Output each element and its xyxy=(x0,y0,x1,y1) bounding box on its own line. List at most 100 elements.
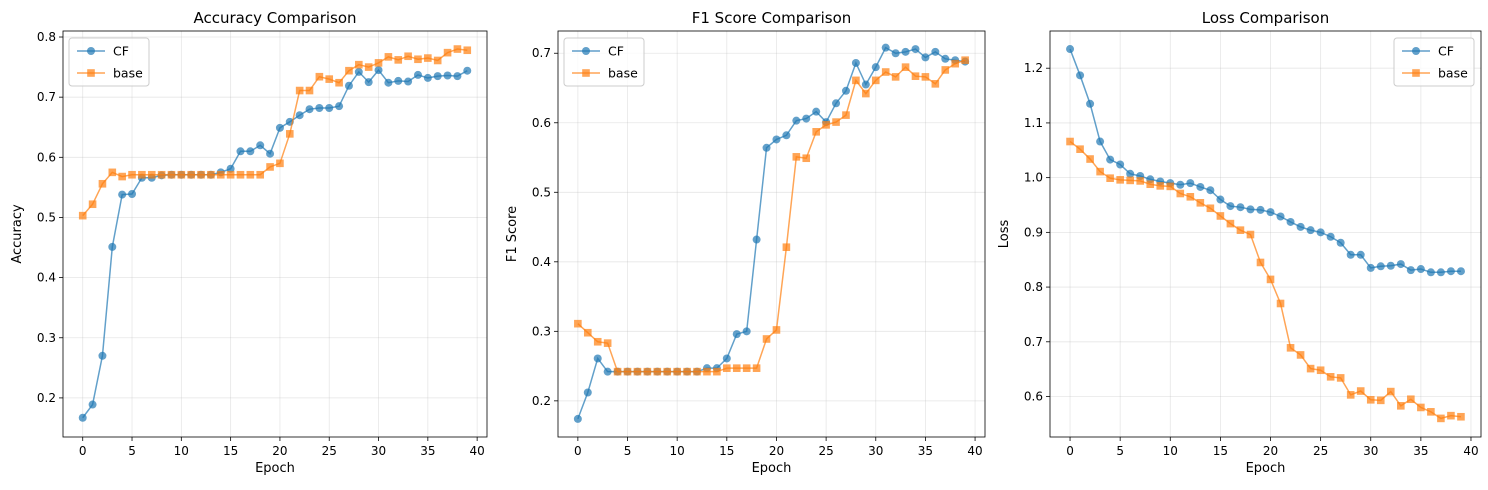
data-point-base xyxy=(1226,219,1235,228)
data-point-base xyxy=(236,170,245,179)
data-point-CF xyxy=(762,143,771,152)
y-tick-label: 0.7 xyxy=(532,46,551,60)
data-point-base xyxy=(593,337,602,346)
data-point-base xyxy=(315,72,324,81)
data-point-base xyxy=(187,170,195,179)
data-point-CF xyxy=(1396,260,1405,269)
data-point-CF xyxy=(433,72,442,81)
data-point-base xyxy=(752,364,761,372)
data-point-base xyxy=(1176,189,1185,198)
data-point-base xyxy=(643,367,652,376)
data-point-base xyxy=(653,367,662,376)
y-tick-label: 1.1 xyxy=(1024,116,1043,130)
x-axis-label: Epoch xyxy=(1246,461,1286,476)
x-tick-label: 30 xyxy=(1363,444,1378,458)
data-point-base xyxy=(862,89,870,98)
y-tick-label: 0.8 xyxy=(37,30,56,44)
x-tick-label: 0 xyxy=(79,444,87,458)
data-point-base xyxy=(871,76,880,85)
data-point-base xyxy=(842,111,850,119)
x-tick-label: 40 xyxy=(469,444,484,458)
data-point-CF xyxy=(266,149,275,158)
data-point-CF xyxy=(374,66,383,75)
data-point-CF xyxy=(98,351,107,360)
data-point-base xyxy=(305,86,314,95)
data-point-CF xyxy=(1206,186,1215,195)
data-point-base xyxy=(782,243,791,252)
data-point-base xyxy=(1316,366,1325,375)
data-point-CF xyxy=(881,43,890,52)
x-tick-label: 20 xyxy=(769,444,784,458)
data-point-CF xyxy=(1336,238,1345,247)
data-point-base xyxy=(901,63,910,71)
data-point-base xyxy=(157,170,166,179)
data-point-base xyxy=(802,154,811,163)
data-point-base xyxy=(394,56,403,64)
legend: CF base xyxy=(1393,37,1475,87)
y-tick-label: 0.4 xyxy=(532,255,551,269)
legend: CF base xyxy=(563,37,645,87)
data-point-CF xyxy=(443,71,452,80)
data-point-CF xyxy=(78,413,87,422)
chart-title: Loss Comparison xyxy=(1202,9,1329,27)
data-point-base xyxy=(673,367,681,376)
data-point-base xyxy=(404,52,412,61)
data-point-base xyxy=(1146,180,1155,189)
data-point-CF xyxy=(1246,205,1255,214)
data-point-base xyxy=(812,128,820,136)
data-point-base xyxy=(1397,402,1405,410)
data-point-CF xyxy=(1436,268,1445,277)
data-point-CF xyxy=(1236,203,1245,212)
data-point-base xyxy=(921,73,930,81)
data-point-CF xyxy=(841,86,850,95)
data-point-CF xyxy=(1196,182,1205,191)
data-point-CF xyxy=(1256,205,1265,214)
data-point-base xyxy=(98,179,107,188)
data-point-CF xyxy=(226,164,235,173)
y-tick-label: 0.6 xyxy=(37,150,56,164)
data-point-base xyxy=(961,56,969,64)
data-point-CF xyxy=(1406,266,1415,275)
data-point-base xyxy=(613,367,622,376)
data-point-CF xyxy=(246,147,255,156)
data-point-base xyxy=(1437,414,1445,423)
data-point-base xyxy=(1286,344,1295,352)
data-point-CF xyxy=(275,123,284,132)
data-point-CF xyxy=(603,367,612,376)
data-point-base xyxy=(603,339,612,347)
data-point-base xyxy=(325,75,334,83)
data-point-CF xyxy=(335,102,344,111)
data-point-CF xyxy=(1416,265,1425,274)
data-point-CF xyxy=(1446,267,1455,276)
chart-loss: 0 5 10 15 20 25 30 35 40 0.6 0.7 0.8 0.9 1.0 1.1 1.2 Los… xyxy=(997,9,1482,476)
data-point-base xyxy=(852,76,860,85)
data-point-base xyxy=(1276,299,1285,308)
legend-marker-base xyxy=(582,69,590,77)
legend-marker-CF xyxy=(582,47,590,55)
data-point-base xyxy=(276,159,284,168)
data-point-CF xyxy=(772,135,781,144)
data-point-base xyxy=(463,46,472,55)
data-point-base xyxy=(941,66,950,74)
x-tick-label: 40 xyxy=(1463,444,1478,458)
y-tick-label: 0.7 xyxy=(37,90,56,104)
data-point-CF xyxy=(1266,208,1275,217)
data-point-CF xyxy=(118,190,127,199)
legend-label-CF: CF xyxy=(113,44,129,59)
data-point-CF xyxy=(305,105,314,114)
data-point-CF xyxy=(851,58,860,67)
data-point-CF xyxy=(921,53,930,62)
data-point-base xyxy=(108,168,117,177)
data-point-CF xyxy=(593,354,602,363)
data-point-base xyxy=(256,170,265,179)
data-point-base xyxy=(762,335,771,343)
x-tick-label: 35 xyxy=(1413,444,1428,458)
data-point-CF xyxy=(1116,160,1125,169)
data-point-CF xyxy=(1276,212,1285,221)
data-point-base xyxy=(1166,182,1175,191)
x-tick-label: 10 xyxy=(174,444,189,458)
data-point-CF xyxy=(941,54,950,63)
data-point-base xyxy=(216,170,225,179)
legend-label-CF: CF xyxy=(608,44,624,59)
